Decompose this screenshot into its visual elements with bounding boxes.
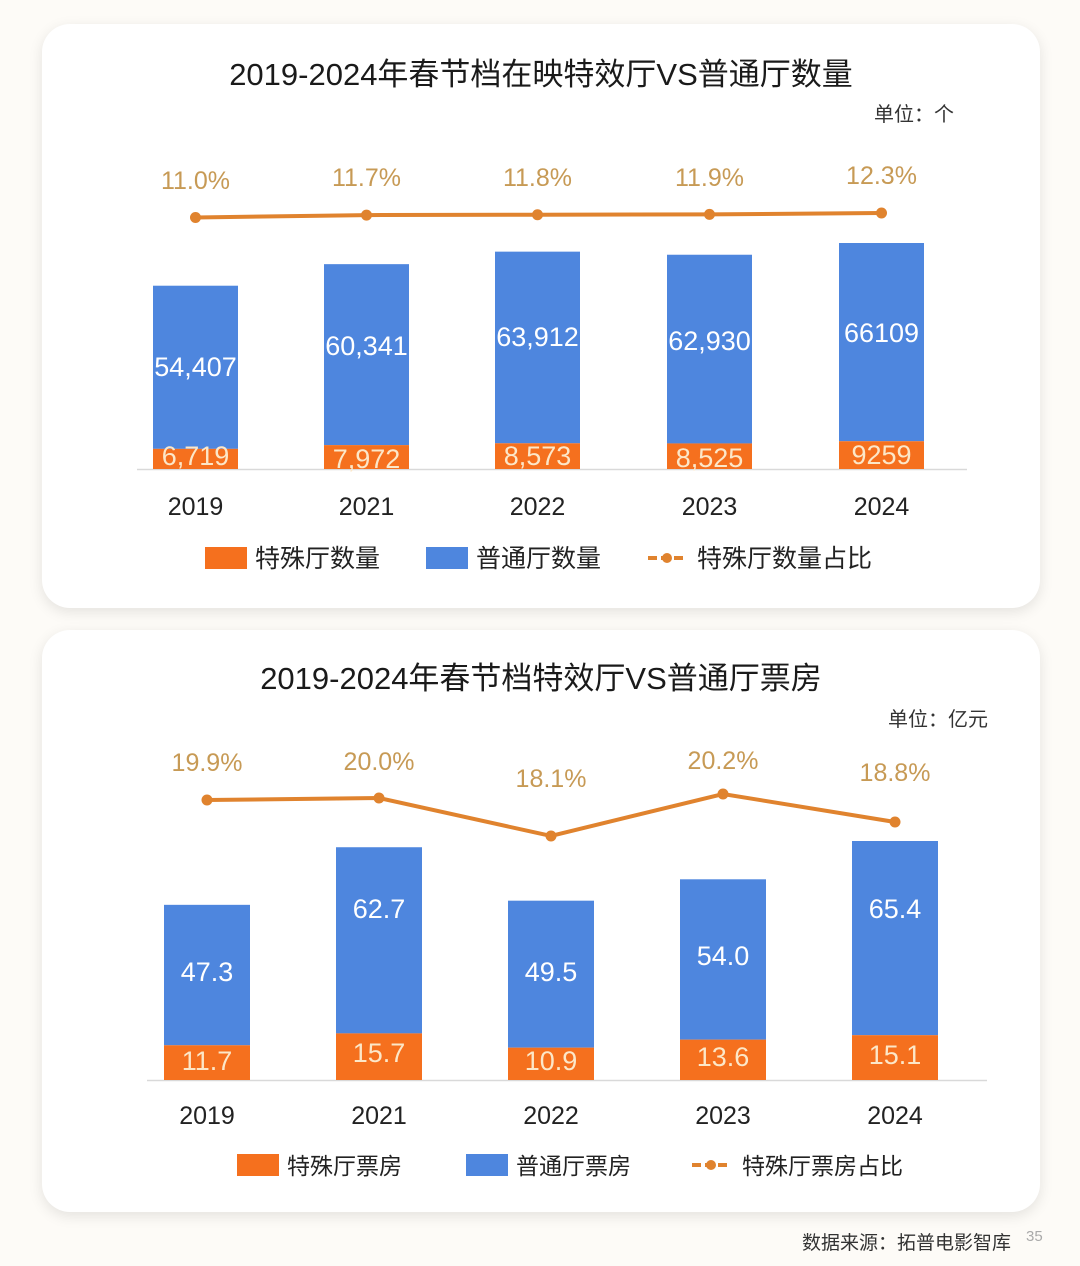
bar-normal [680,879,766,1040]
x-tick-label: 2023 [682,493,738,521]
bar-special [667,443,752,469]
ratio-point [361,209,372,221]
ratio-point [201,794,213,806]
bar-special [680,1039,766,1080]
ratio-point [889,816,901,828]
bar-normal-label: 65.4 [869,894,922,924]
ratio-point [190,212,201,223]
ratio-label: 11.0% [161,167,230,195]
ratio-point [876,207,887,219]
legend-label-ratio: 特殊厅票房占比 [742,1153,903,1179]
ratio-label: 11.8% [503,164,572,192]
bar-special [508,1047,594,1080]
bar-special-label: 11.7 [182,1046,233,1076]
bar-normal [336,847,422,1034]
legend-label-special: 特殊厅数量 [255,545,380,573]
bar-normal-label: 54.0 [697,941,750,971]
bar-special [164,1045,250,1080]
x-tick-label: 2021 [351,1102,407,1130]
bar-normal [852,841,938,1036]
ratio-point [545,830,557,842]
page-number: 35 [1026,1228,1043,1245]
bar-special [336,1033,422,1080]
bar-special-label: 13.6 [697,1042,750,1072]
chart-title: 2019-2024年春节档在映特效厅VS普通厅数量 [229,57,853,92]
bar-special-label: 9259 [851,440,911,470]
ratio-label: 20.2% [688,747,759,775]
ratio-point [717,788,729,800]
ratio-label: 19.9% [172,749,243,777]
x-tick-label: 2023 [695,1102,751,1130]
bar-normal [667,254,752,444]
chart-title: 2019-2024年春节档特效厅VS普通厅票房 [260,661,822,696]
unit-label: 单位：亿元 [888,708,988,731]
ratio-point [532,209,543,221]
bar-special-label: 8,573 [504,441,572,471]
bar-normal [839,243,924,442]
legend-label-ratio: 特殊厅数量占比 [697,545,872,573]
x-tick-label: 2024 [867,1102,923,1130]
legend-swatch-normal [466,1154,508,1176]
bar-special [495,443,580,469]
ratio-label: 12.3% [846,162,917,190]
bar-special [324,445,409,469]
x-tick-label: 2024 [854,493,910,521]
bar-normal [508,900,594,1048]
bar-special [153,448,238,469]
chart-card-box-office: 2019-2024年春节档特效厅VS普通厅票房单位：亿元 47.3 11.7 2019… [42,630,1040,1212]
ratio-point [373,792,385,804]
data-source-note: 数据来源：拓普电影智库 [802,1233,1012,1254]
bar-special-label: 6,719 [162,441,230,471]
bar-normal-label: 62.7 [353,894,406,924]
legend-swatch-line-point [662,553,672,563]
bar-special-label: 15.1 [869,1040,922,1070]
legend-swatch-special [237,1154,279,1176]
ratio-label: 18.1% [516,765,587,793]
legend-label-normal: 普通厅票房 [516,1153,631,1179]
bar-special [839,441,924,469]
bar-special-label: 15.7 [353,1038,406,1068]
bar-normal-label: 49.5 [525,957,578,987]
legend-swatch-special [205,547,247,569]
bar-normal-label: 66109 [844,318,919,348]
legend-swatch-normal [426,547,468,569]
x-tick-label: 2021 [339,493,395,521]
bar-normal-label: 62,930 [668,326,751,356]
x-tick-label: 2022 [523,1102,579,1130]
x-tick-label: 2019 [168,493,224,521]
bar-special-label: 7,972 [333,444,401,474]
bar-normal-label: 47.3 [181,957,234,987]
legend-label-special: 特殊厅票房 [287,1153,402,1179]
chart-card-hall-count: 2019-2024年春节档在映特效厅VS普通厅数量 单位：个 54,407 6,719… [42,24,1040,608]
bar-normal [164,904,250,1046]
bar-normal [153,285,238,449]
ratio-point [704,208,715,220]
legend-swatch-line-point [706,1160,716,1170]
bar-special [852,1035,938,1080]
bar-normal [495,251,580,444]
x-tick-label: 2022 [510,493,566,521]
ratio-line [206,791,896,839]
bar-normal-label: 63,912 [496,322,579,352]
bar-special-label: 10.9 [525,1046,578,1076]
ratio-label: 18.8% [860,759,931,787]
legend-label-normal: 普通厅数量 [476,545,601,573]
bar-special-label: 8,525 [676,443,744,473]
bar-normal-label: 60,341 [325,331,408,361]
ratio-label: 11.7% [332,164,401,192]
unit-label: 单位：个 [874,103,954,126]
bar-normal [324,264,409,446]
ratio-label: 20.0% [344,748,415,776]
bar-normal-label: 54,407 [154,352,237,382]
x-tick-label: 2019 [179,1102,235,1130]
ratio-label: 11.9% [675,164,744,192]
